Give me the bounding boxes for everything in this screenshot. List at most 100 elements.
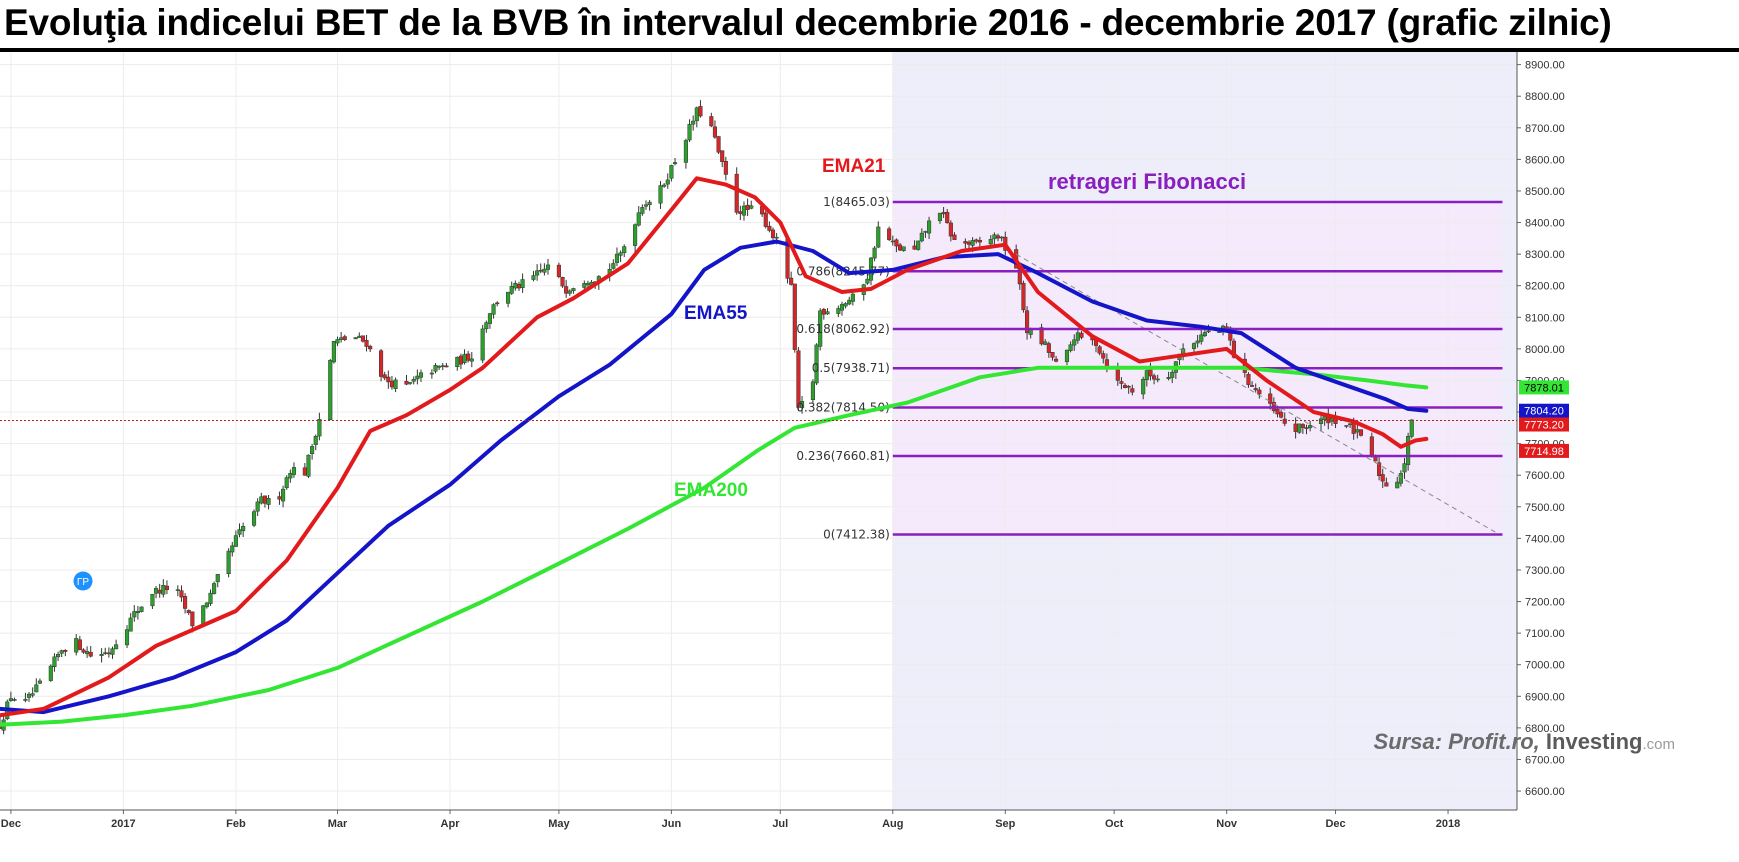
candle-body <box>386 376 391 383</box>
candle-body <box>531 275 536 280</box>
candle-body <box>672 162 678 165</box>
event-badge-label: ΓP <box>77 577 90 588</box>
candle-body <box>640 207 645 214</box>
candle-body <box>945 211 950 224</box>
candle-body <box>687 124 692 141</box>
y-tick-label: 7100.00 <box>1525 628 1565 640</box>
candle-body <box>85 651 90 655</box>
candle-body <box>1279 411 1284 418</box>
candle-body <box>1380 474 1385 482</box>
candle-body <box>186 610 191 614</box>
candle-body <box>1170 371 1175 378</box>
candle-body <box>418 372 424 378</box>
y-tick-label: 8900.00 <box>1525 60 1565 72</box>
candle-body <box>251 511 257 526</box>
candle-body <box>556 264 561 277</box>
x-tick-label: Nov <box>1216 818 1238 830</box>
candle-body <box>353 337 358 340</box>
candle-body <box>48 665 53 681</box>
candle-body <box>487 313 492 324</box>
candle-body <box>1115 368 1120 381</box>
candle-body <box>513 283 518 289</box>
candle-body <box>988 238 993 245</box>
candle-body <box>901 246 906 251</box>
candle-body <box>1152 375 1157 380</box>
candle-body <box>1344 425 1349 427</box>
candle-body <box>56 654 61 658</box>
x-tick-label: Oct <box>1105 818 1124 830</box>
candle-body <box>872 247 877 259</box>
downtrend-line <box>1015 253 1496 533</box>
y-tick-label: 8000.00 <box>1525 344 1565 356</box>
candle-body <box>491 304 496 315</box>
candle-body <box>1054 358 1059 362</box>
candle-body <box>106 652 111 655</box>
fib-level-label: 0.618(8062.92) <box>796 322 889 336</box>
candle-body <box>948 222 953 237</box>
candle-body <box>821 308 826 315</box>
candle-body <box>774 236 779 239</box>
candle-body <box>302 467 307 476</box>
candle-body <box>1043 341 1048 345</box>
candle-body <box>658 185 663 204</box>
candle-body <box>1050 352 1055 358</box>
candle-body <box>1231 340 1236 358</box>
y-tick-label: 8200.00 <box>1525 281 1565 293</box>
candle-body <box>839 304 845 311</box>
x-tick-label: Dec <box>1 818 21 830</box>
candle-body <box>963 241 968 244</box>
candle-body <box>966 241 972 245</box>
candle-body <box>1039 327 1044 345</box>
y-tick-label: 7600.00 <box>1525 470 1565 482</box>
candle-body <box>230 545 235 553</box>
candle-body <box>331 340 336 363</box>
candle-body <box>233 535 238 547</box>
fib-level-label: 0.5(7938.71) <box>812 361 890 375</box>
candle-body <box>585 283 590 286</box>
candle-body <box>538 269 543 272</box>
candle-body <box>897 244 903 251</box>
candle-body <box>357 335 362 338</box>
candle-body <box>1119 381 1124 384</box>
candle-body <box>190 611 195 627</box>
candle-body <box>836 308 841 314</box>
candle-body <box>614 253 620 263</box>
candle-body <box>1369 436 1374 457</box>
candle-body <box>1275 408 1280 415</box>
candle-body <box>698 106 703 117</box>
candle-body <box>977 239 982 243</box>
y-tick-label: 8600.00 <box>1525 154 1565 166</box>
candle-body <box>741 205 747 216</box>
source-brand: Investing <box>1546 729 1643 754</box>
x-tick-label: 2018 <box>1436 818 1460 830</box>
candle-body <box>941 212 946 215</box>
bet-candlestick-chart[interactable]: 1(8465.03)0.786(8245.77)0.618(8062.92)0.… <box>0 52 1739 862</box>
candle-body <box>643 204 649 207</box>
candle-body <box>919 232 924 242</box>
candle-body <box>691 120 696 125</box>
candle-body <box>157 589 162 594</box>
candle-body <box>800 401 805 408</box>
candle-body <box>564 286 569 294</box>
candle-body <box>1206 330 1211 333</box>
candle-body <box>1025 310 1030 334</box>
candle-body <box>132 611 137 618</box>
candle-body <box>164 585 169 590</box>
candle-body <box>310 446 315 455</box>
x-tick-label: Mar <box>328 818 348 830</box>
candle-body <box>1246 373 1251 385</box>
candle-body <box>59 650 64 654</box>
candle-body <box>952 234 957 240</box>
candle-body <box>1377 462 1382 476</box>
event-badge[interactable]: ΓP <box>73 571 93 591</box>
candle-body <box>818 310 823 347</box>
y-tick-label: 7500.00 <box>1525 502 1565 514</box>
candle-body <box>110 648 115 655</box>
candle-body <box>1046 343 1051 353</box>
candle-body <box>1199 334 1204 342</box>
candle-body <box>342 336 347 340</box>
candle-body <box>912 245 917 250</box>
candle-body <box>814 344 819 384</box>
candle-body <box>1191 343 1197 349</box>
candle-body <box>636 212 641 226</box>
